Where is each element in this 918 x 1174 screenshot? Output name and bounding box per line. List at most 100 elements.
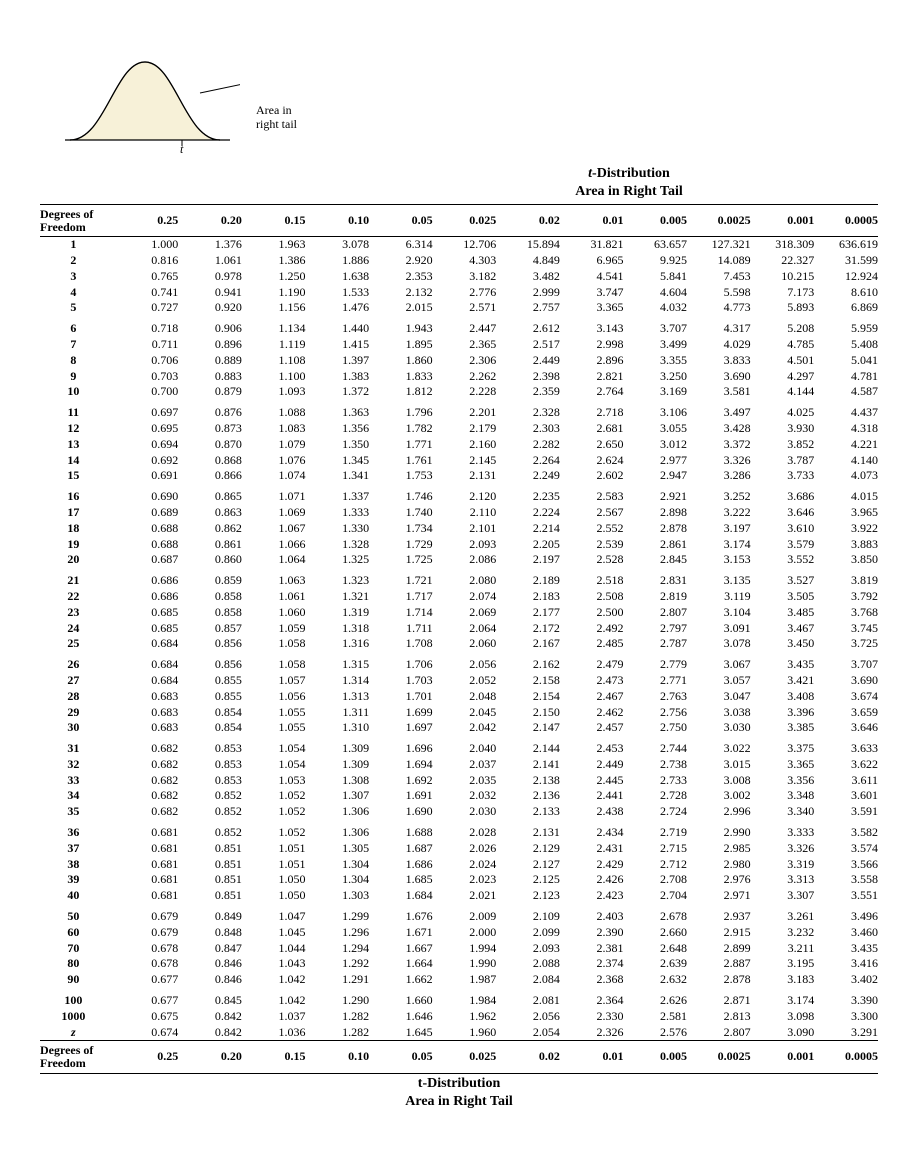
- value-cell: 1.134: [242, 319, 306, 337]
- value-cell: 1.190: [242, 285, 306, 301]
- value-cell: 1.646: [369, 1009, 433, 1025]
- value-cell: 3.852: [751, 437, 815, 453]
- value-cell: 0.685: [115, 621, 179, 637]
- df-footer: Degrees ofFreedom: [40, 1041, 115, 1073]
- value-cell: 1.051: [242, 841, 306, 857]
- table-row: 280.6830.8551.0561.3131.7012.0482.1542.4…: [40, 689, 878, 705]
- value-cell: 1.383: [305, 369, 369, 385]
- table-row: 50.7270.9201.1561.4762.0152.5712.7573.36…: [40, 300, 878, 319]
- table-row: 390.6810.8511.0501.3041.6852.0232.1252.4…: [40, 872, 878, 888]
- value-cell: 2.539: [560, 537, 624, 553]
- value-cell: 1.660: [369, 991, 433, 1009]
- value-cell: 1.314: [305, 673, 369, 689]
- value-cell: 1.333: [305, 505, 369, 521]
- value-cell: 1.108: [242, 353, 306, 369]
- value-cell: 0.678: [115, 956, 179, 972]
- value-cell: 0.856: [178, 655, 242, 673]
- value-cell: 2.179: [433, 421, 497, 437]
- value-cell: 2.009: [433, 907, 497, 925]
- value-cell: 1.060: [242, 605, 306, 621]
- table-row: 260.6840.8561.0581.3151.7062.0562.1622.4…: [40, 655, 878, 673]
- value-cell: 1.696: [369, 739, 433, 757]
- value-cell: 0.688: [115, 521, 179, 537]
- value-cell: 3.850: [814, 552, 878, 571]
- value-cell: 3.012: [623, 437, 687, 453]
- value-cell: 3.745: [814, 621, 878, 637]
- value-cell: 1.833: [369, 369, 433, 385]
- value-cell: 1.356: [305, 421, 369, 437]
- value-cell: 4.541: [560, 269, 624, 285]
- value-cell: 3.055: [623, 421, 687, 437]
- value-cell: 2.045: [433, 705, 497, 721]
- value-cell: 2.133: [496, 804, 560, 823]
- table-row: 180.6880.8621.0671.3301.7342.1012.2142.5…: [40, 521, 878, 537]
- alpha-header: 0.25: [115, 205, 179, 237]
- value-cell: 2.147: [496, 720, 560, 739]
- value-cell: 0.846: [178, 972, 242, 991]
- value-cell: 2.718: [560, 403, 624, 421]
- value-cell: 1.350: [305, 437, 369, 453]
- value-cell: 4.297: [751, 369, 815, 385]
- value-cell: 1.476: [305, 300, 369, 319]
- value-cell: 3.485: [751, 605, 815, 621]
- value-cell: 2.429: [560, 857, 624, 873]
- value-cell: 127.321: [687, 237, 751, 253]
- value-cell: 2.719: [623, 823, 687, 841]
- value-cell: 0.678: [115, 941, 179, 957]
- value-cell: 2.467: [560, 689, 624, 705]
- value-cell: 1.694: [369, 757, 433, 773]
- value-cell: 3.566: [814, 857, 878, 873]
- value-cell: 10.215: [751, 269, 815, 285]
- value-cell: 0.700: [115, 384, 179, 403]
- table-subtitle: Area in Right Tail: [380, 184, 878, 200]
- value-cell: 3.038: [687, 705, 751, 721]
- value-cell: 4.144: [751, 384, 815, 403]
- value-cell: 2.776: [433, 285, 497, 301]
- alpha-header: 0.025: [433, 205, 497, 237]
- df-cell: 10: [40, 384, 115, 403]
- value-cell: 3.646: [751, 505, 815, 521]
- value-cell: 1.050: [242, 872, 306, 888]
- value-cell: 4.025: [751, 403, 815, 421]
- value-cell: 1.796: [369, 403, 433, 421]
- value-cell: 3.574: [814, 841, 878, 857]
- df-cell: 16: [40, 487, 115, 505]
- df-cell: 11: [40, 403, 115, 421]
- value-cell: 2.813: [687, 1009, 751, 1025]
- value-cell: 1.119: [242, 337, 306, 353]
- value-cell: 3.690: [687, 369, 751, 385]
- value-cell: 2.704: [623, 888, 687, 907]
- value-cell: 1.045: [242, 925, 306, 941]
- value-cell: 2.000: [433, 925, 497, 941]
- value-cell: 0.879: [178, 384, 242, 403]
- df-cell: 13: [40, 437, 115, 453]
- value-cell: 1.079: [242, 437, 306, 453]
- value-cell: 1.305: [305, 841, 369, 857]
- value-cell: 2.920: [369, 253, 433, 269]
- value-cell: 2.434: [560, 823, 624, 841]
- value-cell: 3.792: [814, 589, 878, 605]
- value-cell: 0.889: [178, 353, 242, 369]
- value-cell: 1.690: [369, 804, 433, 823]
- value-cell: 4.849: [496, 253, 560, 269]
- value-cell: 2.771: [623, 673, 687, 689]
- value-cell: 3.153: [687, 552, 751, 571]
- value-cell: 1.330: [305, 521, 369, 537]
- value-cell: 3.610: [751, 521, 815, 537]
- value-cell: 2.330: [560, 1009, 624, 1025]
- value-cell: 0.692: [115, 453, 179, 469]
- table-row: 140.6920.8681.0761.3451.7612.1452.2642.6…: [40, 453, 878, 469]
- value-cell: 3.135: [687, 571, 751, 589]
- value-cell: 3.365: [560, 300, 624, 319]
- value-cell: 1.685: [369, 872, 433, 888]
- value-cell: 0.677: [115, 972, 179, 991]
- table-row: 210.6860.8591.0631.3231.7212.0802.1892.5…: [40, 571, 878, 589]
- value-cell: 3.183: [751, 972, 815, 991]
- value-cell: 1.761: [369, 453, 433, 469]
- value-cell: 0.853: [178, 739, 242, 757]
- value-cell: 3.527: [751, 571, 815, 589]
- value-cell: 0.681: [115, 888, 179, 907]
- value-cell: 1.984: [433, 991, 497, 1009]
- value-cell: 2.127: [496, 857, 560, 873]
- value-cell: 63.657: [623, 237, 687, 253]
